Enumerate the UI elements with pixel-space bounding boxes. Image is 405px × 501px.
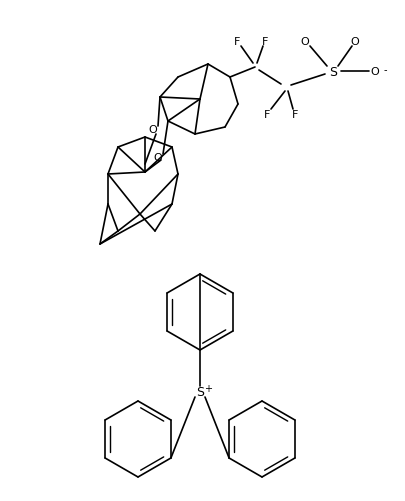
Text: O: O	[149, 125, 158, 135]
Text: O: O	[371, 67, 379, 77]
Text: O: O	[301, 37, 309, 47]
Text: O: O	[351, 37, 359, 47]
Text: S: S	[196, 386, 204, 399]
Text: O: O	[153, 153, 162, 163]
Text: F: F	[234, 37, 240, 47]
Text: F: F	[262, 37, 268, 47]
Text: +: +	[204, 383, 212, 393]
Text: -: -	[383, 65, 387, 75]
Text: F: F	[264, 110, 270, 120]
Text: S: S	[329, 65, 337, 78]
Text: F: F	[292, 110, 298, 120]
